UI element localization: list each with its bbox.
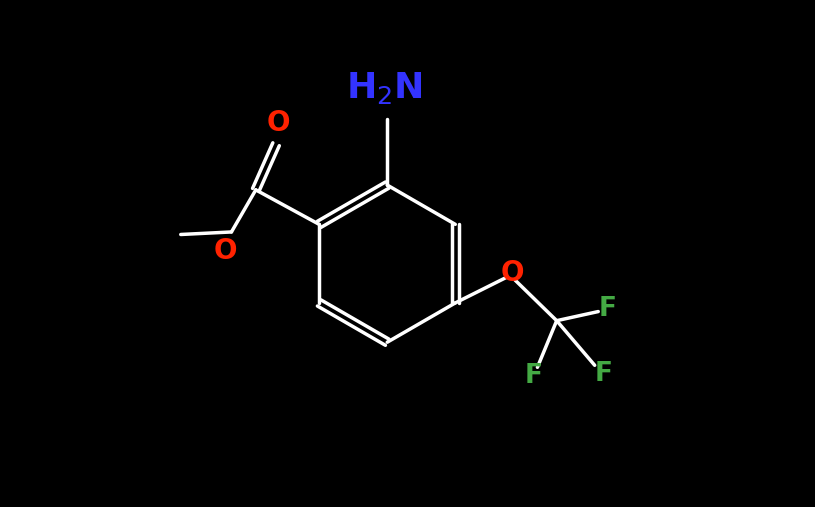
Text: F: F	[595, 361, 613, 387]
Text: H$_2$N: H$_2$N	[346, 70, 423, 106]
Text: O: O	[501, 259, 524, 286]
Text: F: F	[598, 296, 616, 322]
Text: F: F	[524, 364, 542, 389]
Text: O: O	[267, 108, 290, 137]
Text: O: O	[214, 237, 237, 265]
